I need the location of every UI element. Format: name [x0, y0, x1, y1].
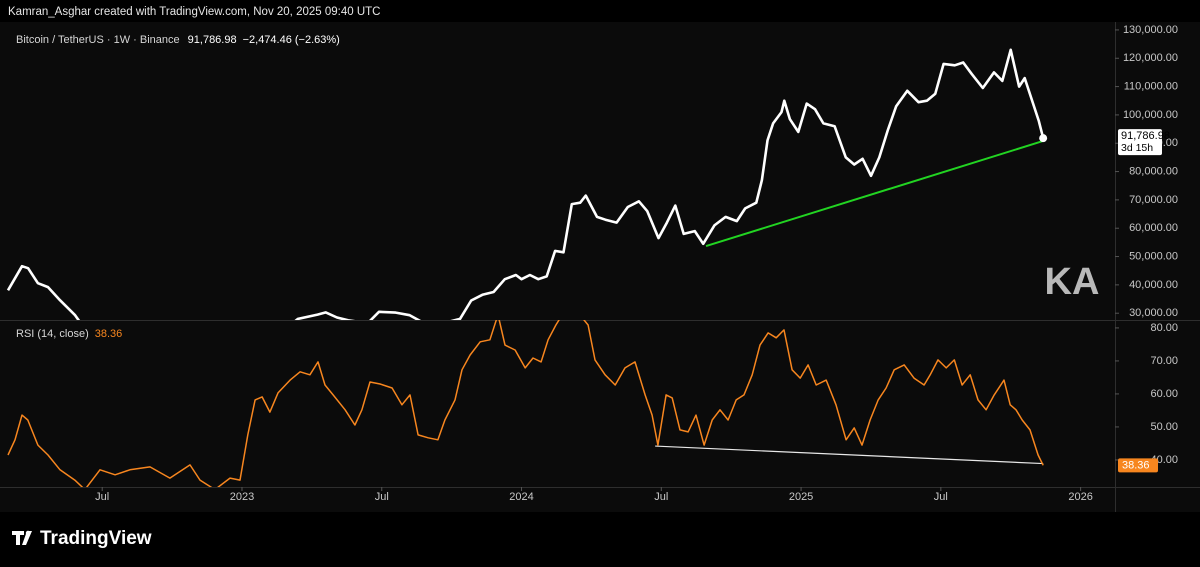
price-label: 91,786.98 [1121, 130, 1170, 142]
legend-title: Bitcoin / TetherUS · 1W · Binance [16, 34, 180, 46]
x-tick-label: Jul [654, 491, 668, 503]
legend-change: −2,474.46 (−2.63%) [243, 34, 340, 46]
x-tick-label: 2024 [509, 491, 533, 503]
x-tick-label: 2026 [1068, 491, 1092, 503]
y-tick-label: 30,000.00 [1129, 307, 1178, 319]
y-tick-label: 80.00 [1150, 322, 1178, 334]
footer-brand: TradingView [40, 528, 152, 549]
trendline [705, 140, 1044, 248]
data-line [6, 48, 1045, 320]
y-tick-label: 60,000.00 [1129, 222, 1178, 234]
logo-dot [25, 530, 31, 536]
y-tick-label: 130,000.00 [1123, 24, 1178, 36]
y-tick-label: 60.00 [1150, 388, 1178, 400]
legend-title: RSI (14, close) [16, 328, 89, 340]
last-point [1039, 134, 1048, 143]
countdown: 3d 15h [1121, 142, 1153, 154]
y-tick-label: 70.00 [1150, 355, 1178, 367]
tv-logo [12, 530, 32, 545]
x-tick-label: 2025 [789, 491, 813, 503]
trendline [655, 445, 1044, 465]
y-tick-label: 110,000.00 [1124, 80, 1178, 92]
y-tick-label: 80,000.00 [1129, 165, 1178, 177]
x-tick-label: Jul [375, 491, 389, 503]
x-tick-label: 2023 [230, 491, 254, 503]
rsi-label: 38.36 [1122, 459, 1150, 471]
legend-value: 38.36 [95, 328, 123, 340]
y-tick-label: 100,000.00 [1123, 109, 1178, 121]
chart-area [0, 22, 1200, 512]
y-tick-label: 120,000.00 [1123, 52, 1178, 64]
data-line [7, 320, 1044, 487]
rsi-label-box [1118, 458, 1158, 473]
y-tick-label: 50.00 [1150, 421, 1178, 433]
header-title: Kamran_Asghar created with TradingView.c… [8, 6, 380, 18]
x-tick-label: Jul [95, 491, 109, 503]
plot [7, 320, 1044, 487]
plot [6, 48, 1045, 320]
legend-value: 91,786.98 [188, 34, 237, 46]
price-label-box [1118, 129, 1162, 156]
y-tick-label: 50,000.00 [1129, 250, 1178, 262]
y-tick-label: 40,000.00 [1129, 279, 1178, 291]
watermark: KA [1045, 261, 1100, 303]
y-tick-label: 70,000.00 [1129, 194, 1178, 206]
x-tick-label: Jul [934, 491, 948, 503]
